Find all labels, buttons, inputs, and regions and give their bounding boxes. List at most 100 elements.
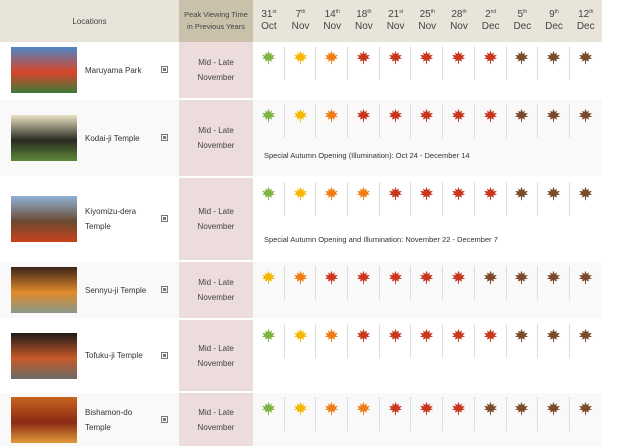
peak-time-cell: Mid - Late November [179,100,253,176]
location-name[interactable]: Kodai-ji Temple [85,133,140,143]
maple-leaf-icon [324,270,339,300]
leaf-cell [475,324,507,358]
external-link-icon[interactable] [161,286,168,293]
location-photo[interactable] [11,196,77,242]
location-name[interactable]: Tofuku-ji Temple [85,351,143,360]
header-date: 9th Dec [545,9,563,32]
table-header: Locations Peak Viewing Time in Previous Y… [0,0,602,42]
leaf-cell [285,46,317,80]
header-peak-time: Peak Viewing Time in Previous Years [179,0,253,42]
table-row: Sennyu-ji Temple Mid - Late November [0,262,602,320]
table-row: Bishamon-do Temple Mid - Late November [0,393,602,448]
leaf-cell [507,46,539,80]
leaf-cell [475,104,507,138]
leaf-cell [570,104,602,138]
leaf-cell [380,397,412,431]
leaf-cell [570,397,602,431]
location-name[interactable]: Sennyu-ji Temple [85,285,147,295]
maple-leaf-icon [451,401,466,431]
forecast-cells [253,42,602,98]
peak-time-cell: Mid - Late November [179,262,253,318]
location-photo[interactable] [11,396,77,443]
leaf-cell [538,266,570,300]
maple-leaf-icon [483,401,498,431]
leaf-cell [570,182,602,216]
leaf-cell [285,324,317,358]
leaf-cell [538,324,570,358]
maple-leaf-icon [578,328,593,358]
maple-leaf-icon [419,186,434,216]
location-name[interactable]: Maruyama Park [85,65,142,75]
maple-leaf-icon [388,328,403,358]
maple-leaf-icon [293,328,308,358]
header-date: 7th Nov [291,9,310,32]
maple-leaf-icon [324,186,339,216]
leaf-cell [507,324,539,358]
forecast-cells [253,320,602,391]
maple-leaf-icon [451,108,466,138]
leaf-cell [443,104,475,138]
location-photo[interactable] [11,47,77,93]
maple-leaf-icon [451,186,466,216]
maple-leaf-icon [388,270,403,300]
maple-leaf-icon [293,108,308,138]
leaf-cell [253,266,285,300]
external-link-icon[interactable] [161,66,168,73]
leaf-cell [570,266,602,300]
leaf-cell [253,104,285,138]
maple-leaf-icon [578,401,593,431]
leaf-cell [443,266,475,300]
leaf-cell [443,397,475,431]
maple-leaf-icon [483,108,498,138]
external-link-icon[interactable] [161,134,168,141]
maple-leaf-icon [483,50,498,80]
leaf-cell [411,104,444,138]
leaf-cell [253,324,285,358]
header-peak-line2: in Previous Years [187,22,245,31]
maple-leaf-icon [261,186,276,216]
location-photo[interactable] [11,332,77,379]
maple-leaf-icon [514,186,529,216]
leaf-cell [253,397,285,431]
external-link-icon[interactable] [161,415,168,423]
table-row: Maruyama Park Mid - Late November [0,42,602,100]
leaf-cell [316,182,349,216]
maple-leaf-icon [356,186,371,216]
leaf-cell [443,46,475,80]
leaf-cell [253,46,285,80]
external-link-icon[interactable] [161,215,168,222]
maple-leaf-icon [514,270,529,300]
maple-leaf-icon [356,328,371,358]
leaf-cell [348,46,380,80]
maple-leaf-icon [546,108,561,138]
maple-leaf-icon [546,186,561,216]
location-name[interactable]: Bishamon-do Temple [85,407,133,432]
leaf-cell [285,266,317,300]
maple-leaf-icon [578,186,593,216]
header-date: 5th Dec [513,9,532,32]
leaf-cell [380,182,412,216]
header-date: 2nd Dec [481,9,500,32]
leaf-cell [507,266,539,300]
location-photo[interactable] [11,267,77,313]
maple-leaf-icon [356,401,371,431]
maple-leaf-icon [293,270,308,300]
leaf-cell [507,104,539,138]
maple-leaf-icon [578,108,593,138]
location-cell: Kiyomizu-dera Temple [0,178,179,260]
forecast-cells [253,393,602,446]
maple-leaf-icon [419,108,434,138]
external-link-icon[interactable] [161,351,168,359]
location-name[interactable]: Kiyomizu-dera Temple [85,207,137,231]
maple-leaf-icon [356,270,371,300]
header-date: 12th Dec [576,9,595,32]
leaf-cell [538,104,570,138]
location-cell: Kodai-ji Temple [0,100,179,176]
leaf-cell [443,182,475,216]
leaf-cell [253,182,285,216]
maple-leaf-icon [483,186,498,216]
location-photo[interactable] [11,115,77,161]
maple-leaf-icon [451,270,466,300]
special-opening-note: Special Autumn Opening and Illumination:… [264,235,498,244]
header-locations: Locations [72,16,107,26]
